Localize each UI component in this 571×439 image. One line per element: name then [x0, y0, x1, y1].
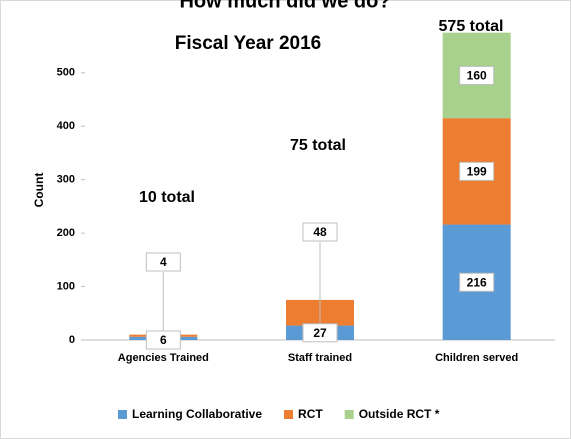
label-box	[459, 161, 495, 181]
data-label: 199	[467, 165, 487, 179]
heading: How much did we do?	[179, 0, 390, 12]
data-label: 4	[160, 255, 167, 269]
legend-label: Outside RCT *	[359, 407, 440, 421]
data-label: 27	[313, 326, 327, 340]
y-tick-label: 400	[57, 120, 75, 132]
x-tick-label: Agencies Trained	[118, 352, 209, 364]
y-tick-label: 200	[57, 227, 75, 239]
data-label: 6	[160, 333, 167, 347]
legend-swatch	[118, 410, 127, 419]
label-box	[302, 222, 338, 242]
legend-swatch	[344, 410, 354, 419]
y-tick-label: 0	[69, 334, 75, 346]
annotation: 575 total	[439, 18, 504, 35]
annotation: 75 total	[290, 137, 346, 154]
x-tick-label: Staff trained	[288, 352, 352, 364]
y-tick-label: 100	[57, 280, 75, 292]
legend-swatch	[284, 410, 294, 419]
data-label: 216	[467, 275, 487, 289]
legend-label: Learning Collaborative	[132, 407, 262, 421]
y-tick-label: 500	[57, 67, 75, 79]
legend-label: RCT	[298, 407, 323, 421]
annotation: 10 total	[139, 189, 195, 206]
label-box	[145, 330, 181, 350]
x-tick-label: Children served	[435, 352, 518, 364]
chart-title: Fiscal Year 2016	[175, 33, 322, 54]
label-box	[302, 323, 338, 343]
data-label: 48	[313, 225, 327, 239]
y-axis-label: Count	[32, 173, 46, 208]
data-label: 160	[467, 69, 487, 83]
label-box	[459, 272, 495, 292]
y-tick-label: 300	[57, 174, 75, 186]
label-box	[459, 65, 495, 85]
label-box	[145, 252, 181, 272]
